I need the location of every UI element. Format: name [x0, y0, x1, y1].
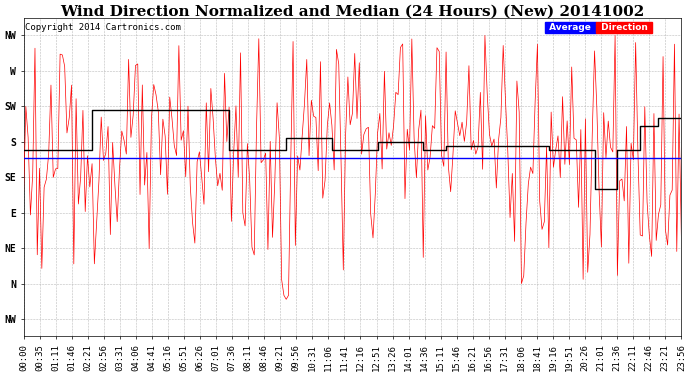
Text: Copyright 2014 Cartronics.com: Copyright 2014 Cartronics.com	[25, 23, 181, 32]
Text: Average: Average	[546, 23, 595, 32]
Text: Direction: Direction	[598, 23, 651, 32]
Title: Wind Direction Normalized and Median (24 Hours) (New) 20141002: Wind Direction Normalized and Median (24…	[60, 4, 644, 18]
